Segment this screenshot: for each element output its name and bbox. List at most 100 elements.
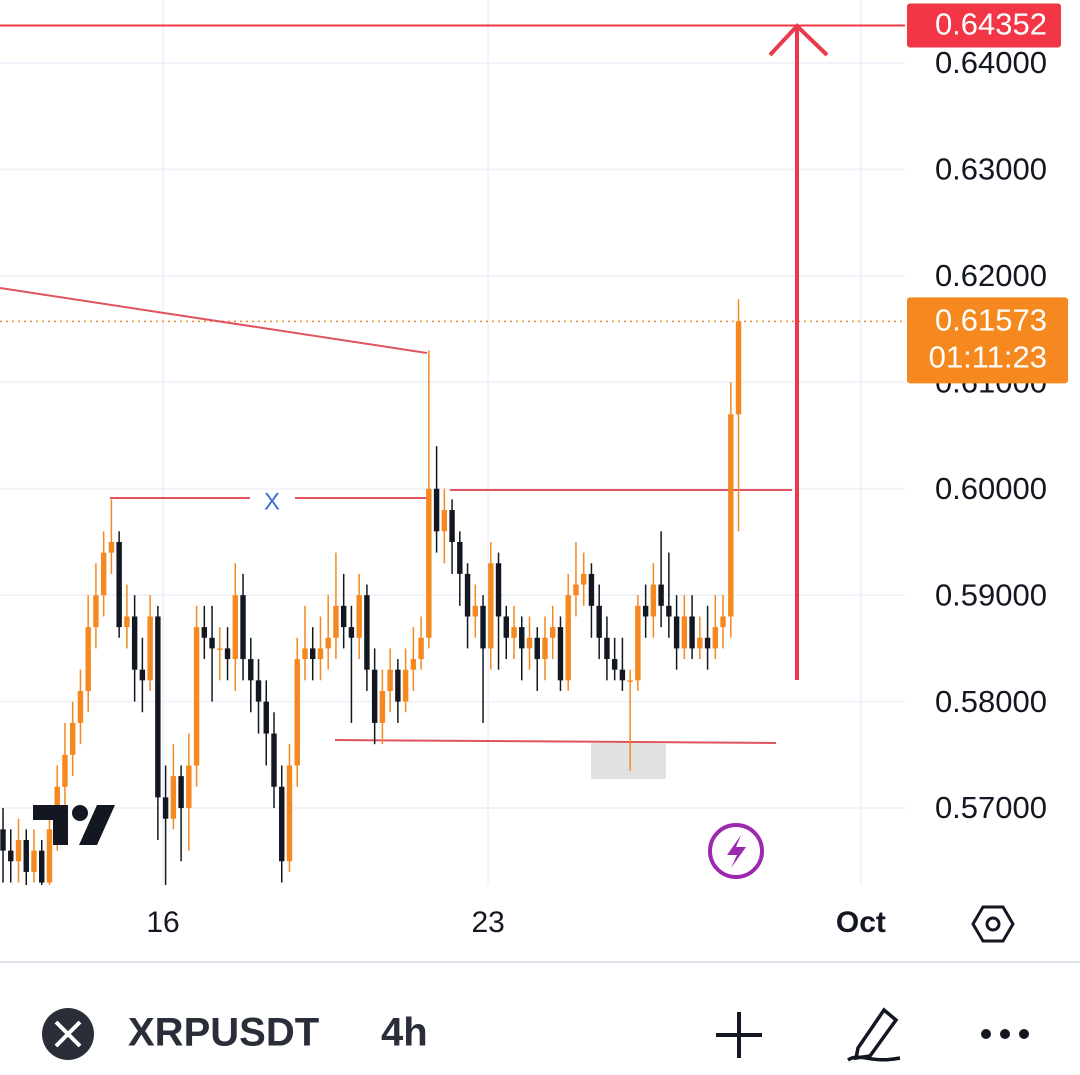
candle-body <box>108 541 115 553</box>
candle-body <box>224 648 231 660</box>
candle-body <box>279 786 285 862</box>
candle-body <box>387 669 393 691</box>
last-price-label: 0.61573 <box>935 303 1047 338</box>
candle-body <box>712 627 719 649</box>
candle-body <box>271 733 277 787</box>
candle-body <box>627 680 633 682</box>
candle-body <box>573 584 579 596</box>
candle-body <box>464 573 471 617</box>
candles <box>0 299 742 885</box>
candle-body <box>565 595 571 681</box>
candle-body <box>550 627 556 638</box>
candle-body <box>0 829 6 851</box>
logo-part <box>72 805 88 821</box>
candle-body <box>255 680 262 702</box>
candle-body <box>379 690 386 723</box>
lightning-circle[interactable] <box>708 823 764 879</box>
candle-body <box>62 754 68 787</box>
candle-body <box>542 637 548 660</box>
lightning-icon <box>727 835 746 868</box>
lightning-button[interactable] <box>708 823 764 879</box>
candle-body <box>209 637 215 649</box>
price-label-box <box>907 3 1061 48</box>
candle-body <box>46 829 53 883</box>
trend-line <box>0 287 428 354</box>
more-dot[interactable] <box>1019 1029 1029 1039</box>
y-tick-label: 0.58000 <box>935 684 1047 719</box>
annotation-x: X <box>264 488 280 515</box>
countdown-label: 01:11:23 <box>929 340 1047 375</box>
candle-body <box>635 605 641 681</box>
candle-body <box>457 541 463 574</box>
candle-body <box>217 648 223 650</box>
symbol-logo-mark <box>54 1020 82 1048</box>
settings-icon[interactable] <box>971 905 1015 943</box>
candle-body <box>704 637 711 649</box>
candle-body <box>348 627 355 638</box>
add-button[interactable] <box>716 1012 762 1058</box>
candle-body <box>85 627 91 691</box>
candle-body <box>248 659 254 681</box>
candle-body <box>650 584 657 617</box>
arrow-head <box>768 23 829 57</box>
candle-body <box>449 510 455 542</box>
candle-body <box>604 637 610 660</box>
candle-body <box>426 488 432 638</box>
x-tick-label: 23 <box>471 906 504 939</box>
support-line <box>334 739 777 744</box>
candle-body <box>642 605 649 617</box>
candle-body <box>325 637 331 649</box>
candle-body <box>15 839 22 862</box>
candle-body <box>310 648 316 660</box>
candle-body <box>170 776 177 819</box>
price-axis: 0.640000.630000.620000.610000.600000.590… <box>907 3 1068 825</box>
x-tick-label: Oct <box>836 906 886 939</box>
candle-body <box>100 552 107 596</box>
grid <box>0 0 905 885</box>
candle-body <box>124 616 130 628</box>
candle-body <box>69 722 76 755</box>
candle-body <box>511 627 517 638</box>
candle-body <box>495 563 502 617</box>
hex-icon[interactable] <box>971 905 1015 943</box>
candle-body <box>302 648 308 660</box>
y-tick-label: 0.62000 <box>935 258 1047 293</box>
more-dot[interactable] <box>981 1029 991 1039</box>
candle-body <box>8 850 14 862</box>
y-tick-label: 0.60000 <box>935 471 1047 506</box>
interval[interactable]: 4h <box>381 1011 428 1055</box>
logo-part <box>79 805 115 845</box>
candle-body <box>139 669 146 681</box>
candle-body <box>728 414 734 617</box>
candle-body <box>557 627 564 681</box>
candle-body <box>666 605 672 617</box>
candle-body <box>580 573 587 585</box>
more-dot[interactable] <box>1000 1029 1010 1039</box>
candle-body <box>720 616 726 628</box>
candle-body <box>619 669 626 681</box>
tv-logo <box>33 805 115 845</box>
candle-body <box>39 850 45 883</box>
candle-body <box>588 573 595 606</box>
y-tick-label: 0.63000 <box>935 152 1047 187</box>
candle-body <box>186 765 192 809</box>
draw-button[interactable] <box>847 1007 901 1062</box>
candle-body <box>333 605 339 638</box>
candle-body <box>402 669 409 702</box>
time-axis: 16 23 Oct <box>146 906 886 939</box>
candle-body <box>689 616 695 649</box>
candle-body <box>240 595 246 660</box>
candle-body <box>433 488 440 532</box>
symbol[interactable]: XRPUSDT <box>128 1011 319 1055</box>
candle-body <box>697 637 703 649</box>
candle-body <box>534 637 540 660</box>
hex-icon-center <box>985 916 1001 932</box>
arrow <box>768 23 829 680</box>
candle-body <box>418 637 424 660</box>
y-tick-label: 0.57000 <box>935 790 1047 825</box>
candle-body <box>503 616 509 638</box>
candle-body <box>673 616 680 649</box>
candle-body <box>201 627 208 638</box>
